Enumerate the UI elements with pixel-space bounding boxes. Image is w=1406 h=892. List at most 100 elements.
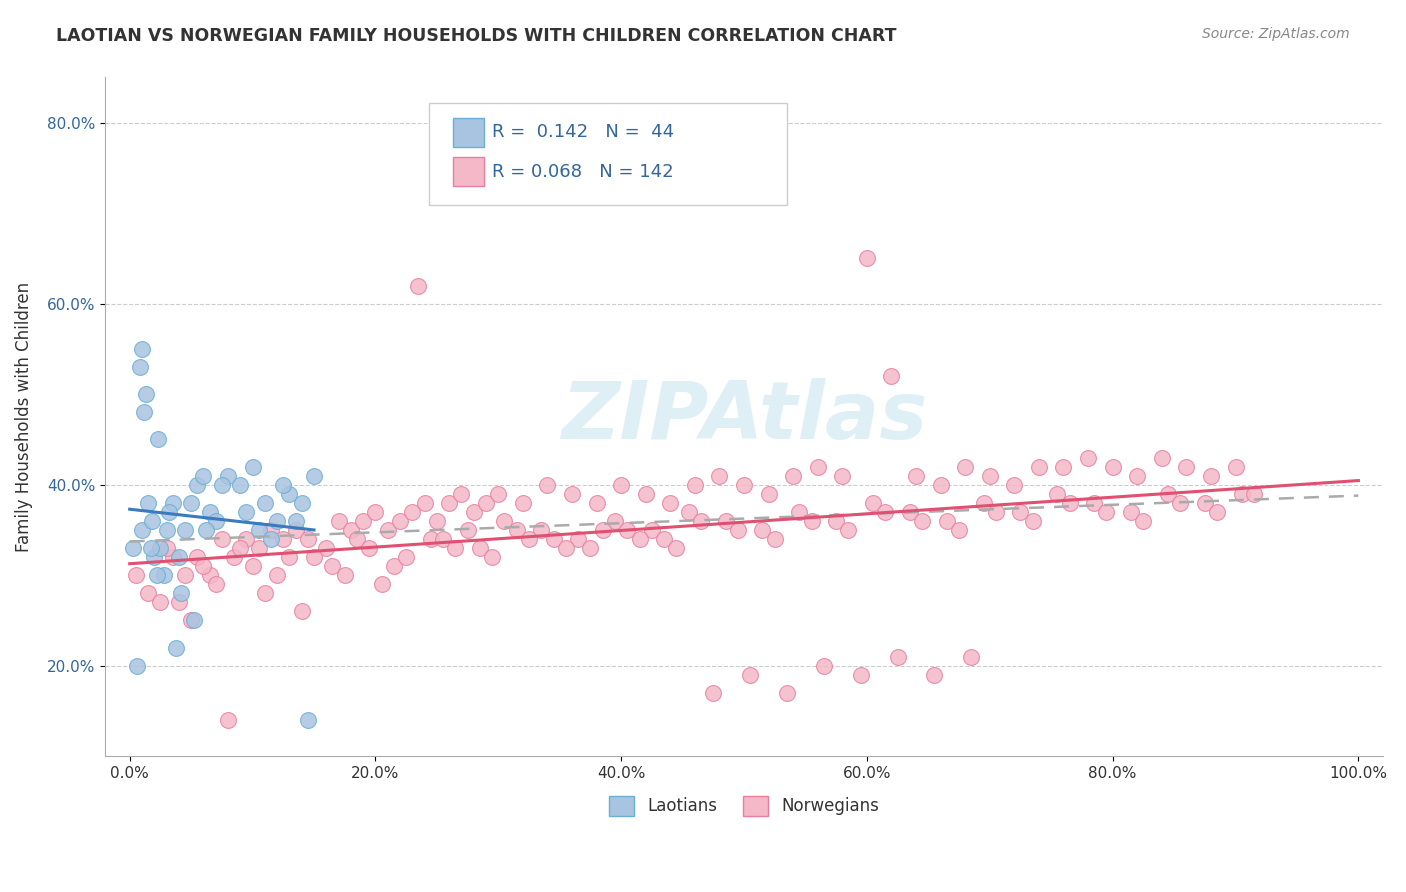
Point [426, 514, 449, 528]
Point [321, 559, 343, 574]
Point [419, 532, 441, 546]
Point [450, 487, 472, 501]
Point [352, 514, 374, 528]
Point [984, 505, 1007, 519]
Point [266, 514, 288, 528]
Point [217, 713, 239, 727]
Text: R =  0.142   N =  44: R = 0.142 N = 44 [492, 123, 675, 141]
Point [143, 550, 166, 565]
Point [359, 541, 381, 555]
Point [167, 550, 190, 565]
Point [929, 477, 952, 491]
Point [554, 541, 576, 555]
Point [340, 523, 363, 537]
Point [880, 369, 903, 384]
Point [1206, 505, 1229, 519]
Point [413, 496, 436, 510]
Point [463, 505, 485, 519]
Point [494, 514, 516, 528]
Point [1126, 468, 1149, 483]
Point [1230, 487, 1253, 501]
Point [174, 523, 197, 537]
Point [1022, 514, 1045, 528]
Point [517, 532, 540, 546]
Point [211, 532, 233, 546]
Point [284, 514, 307, 528]
Point [1194, 496, 1216, 510]
Point [776, 686, 799, 700]
Point [395, 550, 418, 565]
Point [935, 514, 957, 528]
Point [789, 505, 811, 519]
Point [134, 405, 156, 419]
Point [690, 514, 713, 528]
Point [229, 477, 252, 491]
Point [831, 468, 853, 483]
Point [610, 477, 633, 491]
Point [1077, 450, 1099, 465]
Point [211, 477, 233, 491]
Point [782, 468, 804, 483]
Point [167, 595, 190, 609]
Point [1028, 459, 1050, 474]
Point [229, 541, 252, 555]
Point [837, 523, 859, 537]
Point [714, 514, 737, 528]
Point [377, 523, 399, 537]
Point [1059, 496, 1081, 510]
Point [875, 505, 897, 519]
Point [131, 523, 153, 537]
Point [911, 514, 934, 528]
Point [271, 477, 294, 491]
Point [683, 477, 706, 491]
Point [702, 686, 724, 700]
Point [291, 496, 314, 510]
Point [1199, 468, 1222, 483]
Point [260, 523, 283, 537]
Point [579, 541, 602, 555]
Point [125, 658, 148, 673]
Point [862, 496, 884, 510]
Point [733, 477, 755, 491]
Point [659, 496, 682, 510]
Point [125, 568, 148, 582]
Point [141, 514, 163, 528]
Text: LAOTIAN VS NORWEGIAN FAMILY HOUSEHOLDS WITH CHILDREN CORRELATION CHART: LAOTIAN VS NORWEGIAN FAMILY HOUSEHOLDS W… [56, 27, 897, 45]
Point [603, 514, 626, 528]
Point [727, 523, 749, 537]
Point [224, 550, 246, 565]
Point [437, 496, 460, 510]
Point [567, 532, 589, 546]
Point [382, 559, 405, 574]
Point [266, 568, 288, 582]
Point [1168, 496, 1191, 510]
Point [183, 614, 205, 628]
Point [180, 496, 202, 510]
Point [432, 532, 454, 546]
Point [813, 658, 835, 673]
Point [886, 649, 908, 664]
Point [924, 668, 946, 682]
Text: ZIPAtlas: ZIPAtlas [561, 378, 927, 456]
Point [592, 523, 614, 537]
Point [585, 496, 607, 510]
Point [162, 496, 184, 510]
Point [468, 541, 491, 555]
Point [543, 532, 565, 546]
Point [905, 468, 928, 483]
Point [315, 541, 337, 555]
Text: R = 0.068   N = 142: R = 0.068 N = 142 [492, 163, 673, 181]
Point [122, 541, 145, 555]
Point [388, 514, 411, 528]
Point [278, 550, 301, 565]
Point [401, 505, 423, 519]
Point [561, 487, 583, 501]
Legend: Laotians, Norwegians: Laotians, Norwegians [603, 789, 886, 822]
Point [709, 468, 731, 483]
Point [284, 523, 307, 537]
Point [153, 568, 176, 582]
Point [198, 568, 221, 582]
Point [346, 532, 368, 546]
Point [948, 523, 970, 537]
Point [800, 514, 823, 528]
